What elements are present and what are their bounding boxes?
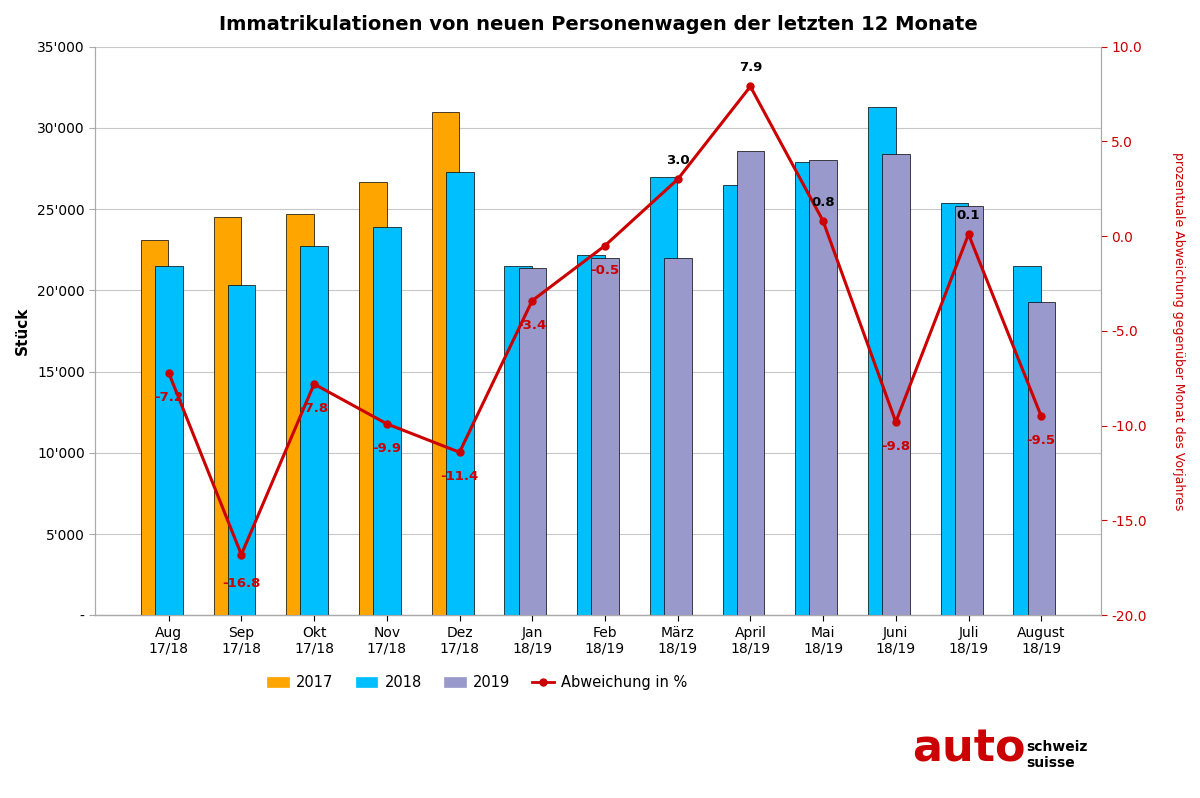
Y-axis label: prozentuale Abweichung gegenüber Monat des Vorjahres: prozentuale Abweichung gegenüber Monat d… bbox=[1172, 152, 1186, 510]
Bar bbox=[664, 258, 691, 615]
Bar bbox=[577, 255, 605, 615]
Bar bbox=[650, 176, 678, 615]
Text: -16.8: -16.8 bbox=[222, 576, 260, 590]
Text: -11.4: -11.4 bbox=[440, 470, 479, 484]
Text: 7.9: 7.9 bbox=[739, 61, 762, 74]
Bar bbox=[140, 240, 168, 615]
Bar bbox=[737, 151, 764, 615]
Bar bbox=[868, 107, 895, 615]
Bar bbox=[300, 247, 328, 615]
Y-axis label: Stück: Stück bbox=[14, 306, 30, 355]
Bar bbox=[1014, 266, 1042, 615]
Bar bbox=[722, 185, 750, 615]
Legend: 2017, 2018, 2019, Abweichung in %: 2017, 2018, 2019, Abweichung in % bbox=[262, 670, 694, 696]
Text: auto: auto bbox=[912, 727, 1026, 770]
Text: -9.8: -9.8 bbox=[881, 440, 911, 453]
Text: -9.9: -9.9 bbox=[372, 442, 401, 455]
Bar bbox=[446, 172, 474, 615]
Text: -7.8: -7.8 bbox=[300, 402, 329, 415]
Bar bbox=[796, 162, 823, 615]
Bar bbox=[592, 258, 619, 615]
Bar bbox=[882, 154, 910, 615]
Bar bbox=[228, 286, 256, 615]
Text: 0.8: 0.8 bbox=[811, 196, 835, 208]
Bar bbox=[810, 160, 838, 615]
Bar bbox=[155, 266, 182, 615]
Bar bbox=[955, 206, 983, 615]
Bar bbox=[1027, 302, 1055, 615]
Bar bbox=[941, 203, 968, 615]
Text: -7.2: -7.2 bbox=[154, 391, 184, 404]
Title: Immatrikulationen von neuen Personenwagen der letzten 12 Monate: Immatrikulationen von neuen Personenwage… bbox=[218, 15, 978, 34]
Text: -3.4: -3.4 bbox=[517, 318, 547, 332]
Bar bbox=[359, 181, 386, 615]
Bar bbox=[504, 266, 532, 615]
Text: 0.1: 0.1 bbox=[956, 209, 980, 222]
Bar bbox=[432, 112, 460, 615]
Text: 3.0: 3.0 bbox=[666, 154, 690, 167]
Text: -9.5: -9.5 bbox=[1027, 434, 1056, 448]
Bar bbox=[287, 214, 314, 615]
Bar bbox=[214, 217, 241, 615]
Bar bbox=[518, 267, 546, 615]
Text: schweiz: schweiz bbox=[1026, 740, 1087, 754]
Bar bbox=[373, 227, 401, 615]
Text: suisse: suisse bbox=[1026, 756, 1075, 770]
Text: -0.5: -0.5 bbox=[590, 264, 619, 277]
